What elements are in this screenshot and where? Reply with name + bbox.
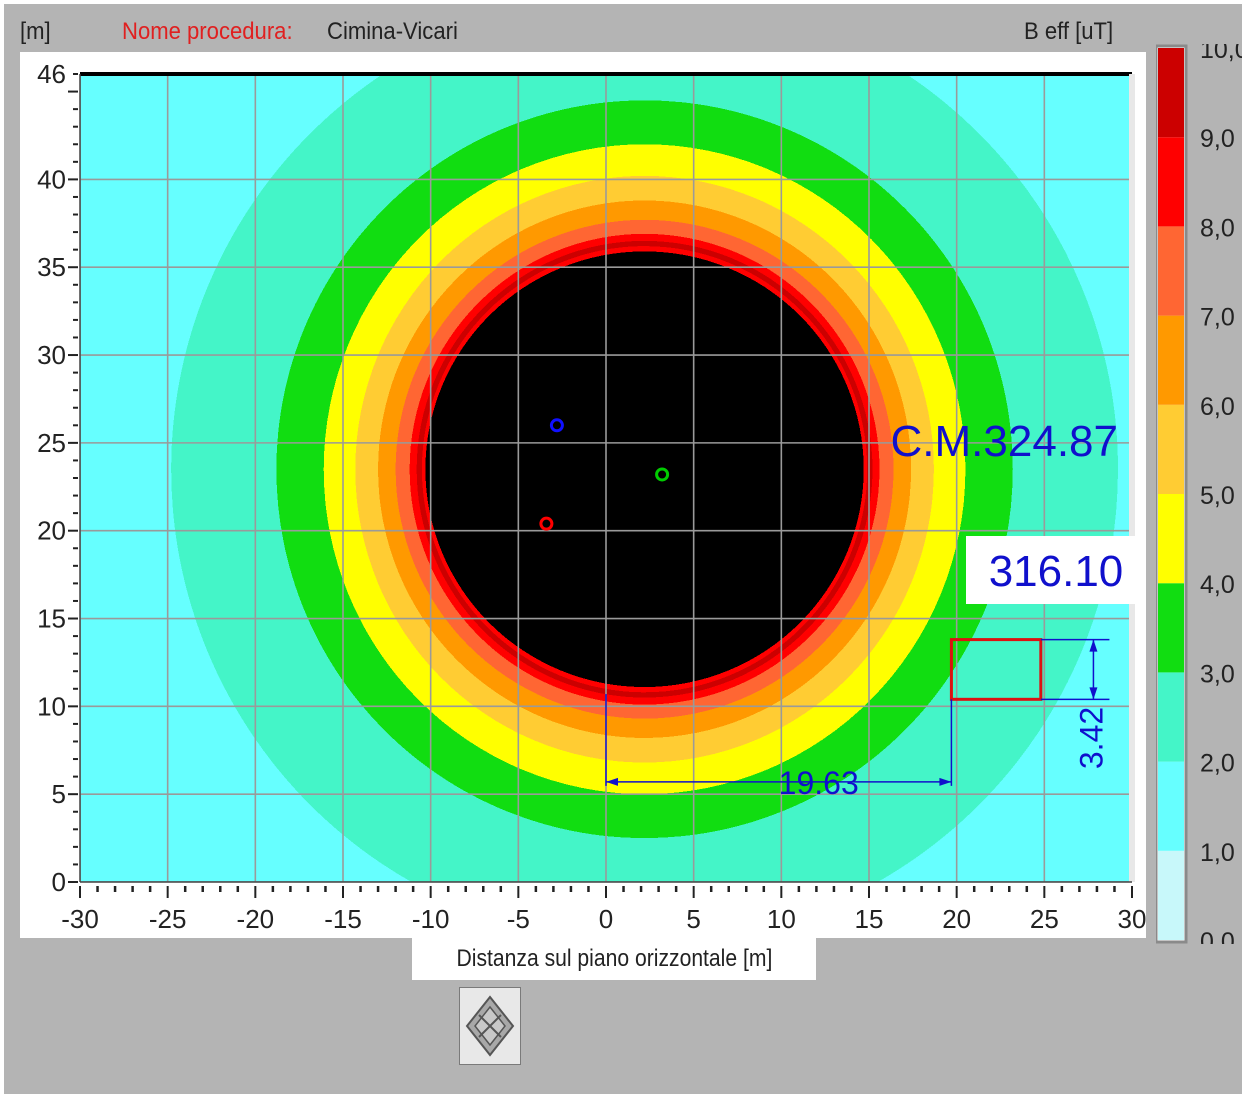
colorbar-label: 3,0 (1200, 660, 1235, 688)
dim-v-arrow-bottom (1089, 687, 1098, 700)
y-tick-label: 15 (37, 604, 66, 634)
zoom-pan-icon (465, 995, 515, 1057)
contour-level-10 (425, 251, 864, 688)
y-tick-label: 35 (37, 252, 66, 282)
y-tick-label: 20 (37, 516, 66, 546)
colorbar-band (1158, 315, 1184, 405)
colorbar-band (1158, 761, 1184, 851)
x-tick-label: 15 (855, 904, 884, 934)
y-tick-label: 10 (37, 691, 66, 721)
zoom-pan-button[interactable] (459, 987, 521, 1065)
plot-panel: -30 -25 -20 -15 -10 -5 0 5 10 15 20 25 30 0 5 10 15 20 25 3… (20, 52, 1146, 938)
colorbar-band (1158, 850, 1184, 940)
x-tick-label: -30 (61, 904, 99, 934)
conductor-marker-2 (655, 467, 670, 482)
value-box (966, 536, 1138, 604)
colorbar-band (1158, 583, 1184, 673)
x-tick-label: 5 (686, 904, 700, 934)
colorbar-label: 0,0 (1200, 928, 1235, 944)
y-axis-unit: [m] (20, 18, 51, 45)
x-tick-label: 30 (1118, 904, 1146, 934)
procedure-label: Nome procedura: (122, 18, 293, 45)
x-tick-label: 10 (767, 904, 796, 934)
colorbar-label: 6,0 (1200, 393, 1235, 421)
highlight-rect (949, 638, 1043, 701)
heatmap-layer (80, 74, 1132, 882)
colorbar-band (1158, 48, 1184, 138)
x-tick-label: -20 (237, 904, 275, 934)
colorbar-label: 9,0 (1200, 125, 1235, 153)
colorbar-band (1158, 137, 1184, 227)
colorbar-label: 5,0 (1200, 482, 1235, 510)
x-tick-label: -25 (149, 904, 187, 934)
colorbar-band (1158, 494, 1184, 584)
colorbar-label: 2,0 (1200, 750, 1235, 778)
field-map-chart[interactable]: -30 -25 -20 -15 -10 -5 0 5 10 15 20 25 30 0 5 10 15 20 25 3… (20, 52, 1146, 938)
y-tick-label: 46 (37, 59, 66, 89)
x-tick-label: -5 (507, 904, 530, 934)
y-tick-label: 0 (52, 867, 66, 897)
x-axis-label: Distanza sul piano orizzontale [m] (456, 945, 772, 972)
horizontal-distance-label: 19.63 (779, 765, 859, 801)
conductor-marker-3 (539, 516, 554, 531)
vertical-distance-label: 3.42 (1073, 707, 1109, 769)
y-tick-label: 40 (37, 164, 66, 194)
dim-h-arrow-right (939, 777, 952, 786)
x-tick-label: 25 (1030, 904, 1059, 934)
dim-h-arrow-left (606, 777, 618, 786)
y-tick-label: 30 (37, 340, 66, 370)
conductor-marker-1 (549, 418, 564, 433)
colorbar-label: 1,0 (1200, 839, 1235, 867)
colorbar-label: 10,0 (1200, 44, 1242, 64)
colorbar: 10,0 9,0 8,0 7,0 6,0 5,0 4,0 3,0 2,0 1,0 0,0 (1156, 44, 1242, 944)
plot-window: [m] Nome procedura: Cimina-Vicari B eff … (4, 4, 1242, 1094)
x-tick-label: -10 (412, 904, 450, 934)
procedure-name: Cimina-Vicari (327, 18, 458, 45)
dim-v-arrow-top (1089, 639, 1098, 652)
x-tick-label: 20 (942, 904, 971, 934)
colorbar-label: 7,0 (1200, 304, 1235, 332)
x-axis-label-box: Distanza sul piano orizzontale [m] (412, 938, 816, 980)
y-tick-label: 5 (52, 779, 66, 809)
x-tick-label: -15 (324, 904, 362, 934)
colorbar-label: 4,0 (1200, 571, 1235, 599)
colorbar-band (1158, 404, 1184, 494)
colorbar-band (1158, 226, 1184, 316)
y-tick-label: 25 (37, 428, 66, 458)
x-tick-label: 0 (599, 904, 613, 934)
value-box-label: 316.10 (989, 547, 1124, 596)
colorbar-title: B eff [uT] (1024, 18, 1114, 45)
cm-label: C.M.324.87 (891, 417, 1118, 466)
colorbar-label: 8,0 (1200, 214, 1235, 242)
colorbar-band (1158, 672, 1184, 762)
